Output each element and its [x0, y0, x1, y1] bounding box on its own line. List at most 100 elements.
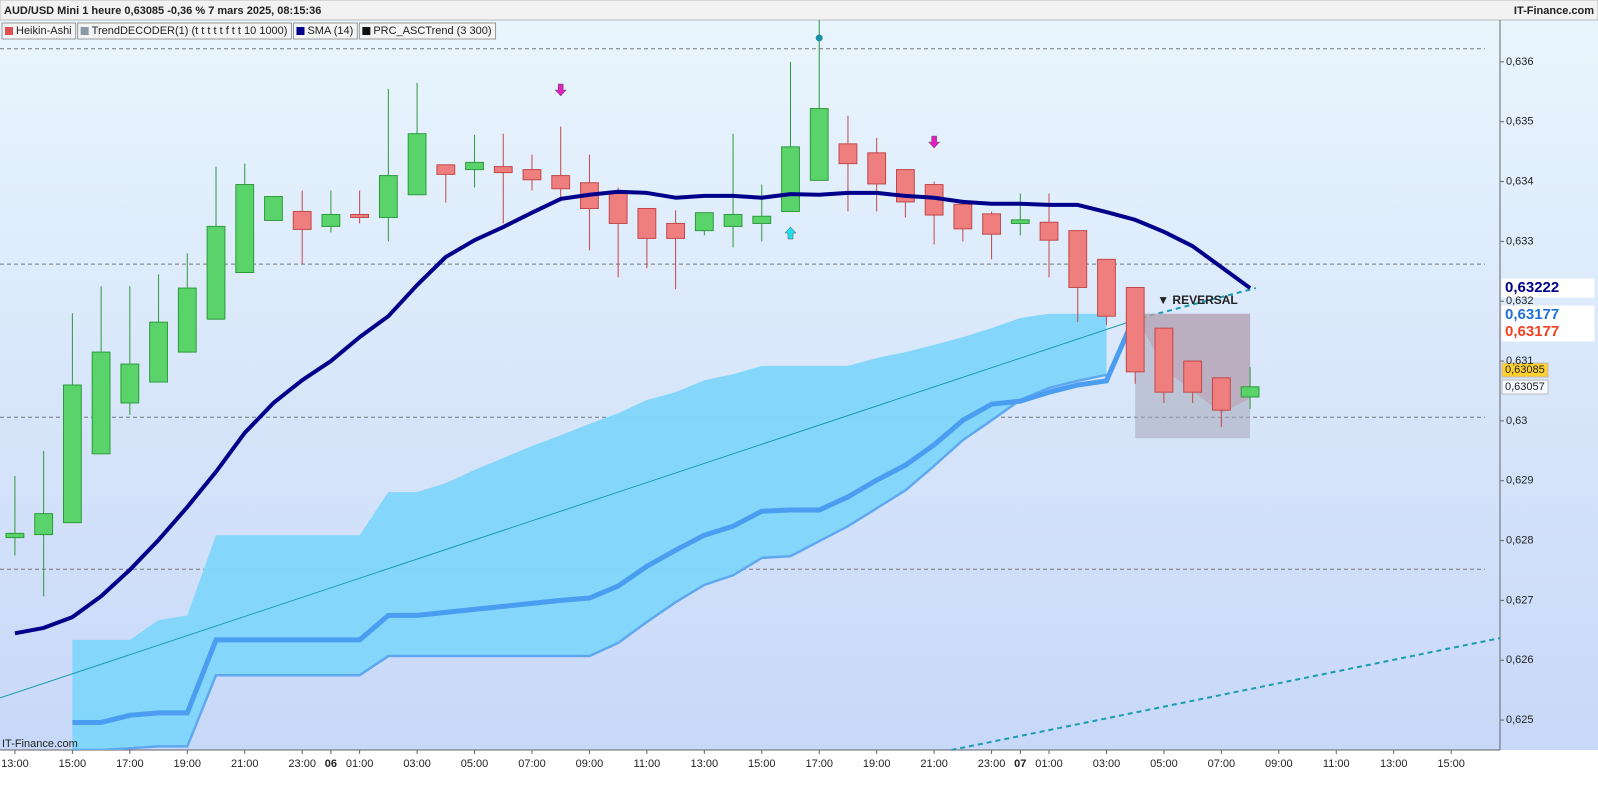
x-tick-label: 05:00	[461, 758, 489, 770]
y-tick-label: 0,626	[1506, 654, 1534, 666]
watermark: IT-Finance.com	[2, 738, 78, 750]
x-tick-label: 23:00	[288, 758, 316, 770]
candle-body	[91, 351, 111, 455]
x-tick-label: 21:00	[920, 758, 948, 770]
candle-body	[264, 196, 283, 221]
candle-body	[666, 222, 686, 239]
x-tick-label: 15:00	[59, 758, 87, 770]
candle-body	[1125, 286, 1145, 373]
candle-body	[1211, 377, 1231, 411]
x-tick-label: 23:00	[978, 758, 1006, 770]
y-tick-label: 0,63	[1506, 415, 1527, 427]
y-tick-label: 0,633	[1506, 235, 1534, 247]
reversal-label: ▼ REVERSAL	[1157, 293, 1238, 307]
signal-arrow	[784, 226, 797, 240]
x-tick-label: 15:00	[748, 758, 776, 770]
y-tick-label: 0,625	[1506, 714, 1534, 726]
candle-body	[321, 213, 341, 227]
candle-body	[149, 321, 168, 383]
candle-body	[809, 108, 829, 181]
y-tick-label: 0,628	[1506, 534, 1534, 546]
legend-chip	[1, 22, 77, 40]
legend-label: Heikin-Ashi	[16, 25, 72, 37]
legend-chip	[77, 22, 292, 40]
plot	[0, 20, 1500, 750]
price-label: 0,63177	[1505, 323, 1559, 340]
x-tick-label: 01:00	[1035, 758, 1063, 770]
candle-body	[493, 166, 513, 174]
candle-body	[982, 213, 1001, 235]
legend-chip	[358, 22, 497, 40]
candle-body	[235, 184, 255, 274]
candle-body	[62, 384, 82, 524]
y-tick-label: 0,627	[1506, 594, 1534, 606]
x-tick-label: 11:00	[634, 758, 661, 770]
trend-line	[1140, 287, 1257, 319]
candle-body	[752, 215, 772, 224]
trend-line	[0, 317, 1142, 699]
price-label-box	[1501, 379, 1549, 395]
signal-arrow	[928, 135, 941, 149]
x-tick-label: 09:00	[1265, 758, 1293, 770]
candle-body	[1154, 327, 1174, 393]
source: IT-Finance.com	[1514, 5, 1594, 17]
x-tick-label: 06	[325, 758, 337, 770]
candle-body	[723, 213, 743, 227]
candle-body	[1010, 219, 1030, 224]
candle-body	[1183, 360, 1203, 393]
candle-body	[206, 225, 226, 320]
candle-body	[436, 164, 456, 175]
x-tick-label: 17:00	[116, 758, 144, 770]
x-tick-label: 01:00	[346, 758, 374, 770]
price-label-box	[1501, 322, 1595, 342]
y-tick-label: 0,629	[1506, 475, 1534, 487]
candle-body	[1240, 386, 1260, 398]
signal-dot	[815, 34, 823, 42]
x-tick-label: 07:00	[1208, 758, 1236, 770]
candle-body	[1068, 230, 1088, 288]
y-tick-label: 0,634	[1506, 175, 1534, 187]
legend-label: PRC_ASCTrend (3 300)	[373, 25, 491, 37]
sma-line	[14, 189, 1252, 636]
x-tick-label: 13:00	[691, 758, 719, 770]
title: AUD/USD Mini 1 heure 0,63085 -0,36 % 7 m…	[4, 5, 321, 17]
y-tick-label: 0,632	[1506, 295, 1534, 307]
x-tick-label: 19:00	[863, 758, 891, 770]
x-tick-label: 09:00	[576, 758, 604, 770]
x-tick-label: 17:00	[805, 758, 833, 770]
legend-label: SMA (14)	[307, 25, 353, 37]
price-label: 0,63222	[1505, 279, 1559, 296]
price-label: 0,63085	[1505, 364, 1545, 376]
candle-body	[551, 175, 571, 190]
x-tick-label: 07:00	[518, 758, 546, 770]
candle-body	[781, 146, 800, 212]
candle-body	[120, 363, 140, 404]
price-label-box	[1501, 362, 1549, 378]
candle-body	[953, 203, 973, 230]
legend-chip	[292, 22, 358, 40]
band-middle	[72, 313, 1138, 725]
legend-swatch	[5, 27, 13, 35]
candle-body	[1039, 221, 1059, 241]
candle-body	[378, 175, 398, 218]
candle-body	[34, 513, 54, 536]
x-tick-label: 07	[1014, 758, 1026, 770]
legend-swatch	[362, 27, 371, 35]
candle-body	[608, 193, 628, 224]
y-tick-label: 0,635	[1506, 116, 1534, 128]
price-label: 0,63177	[1505, 306, 1559, 323]
legend-label: TrendDECODER(1) (t t t t t f t t 10 1000…	[92, 25, 288, 37]
x-tick-label: 13:00	[1, 758, 29, 770]
x-tick-label: 05:00	[1150, 758, 1178, 770]
legend-swatch	[80, 27, 89, 35]
candle-body	[407, 133, 427, 196]
x-axis-area	[0, 750, 1598, 787]
price-label: 0,63057	[1505, 381, 1545, 393]
candle-body	[838, 143, 858, 165]
candle-body	[637, 207, 657, 239]
x-tick-label: 11:00	[1323, 758, 1350, 770]
candle-body	[465, 161, 484, 171]
x-tick-label: 15:00	[1437, 758, 1465, 770]
candle-body	[522, 169, 542, 181]
